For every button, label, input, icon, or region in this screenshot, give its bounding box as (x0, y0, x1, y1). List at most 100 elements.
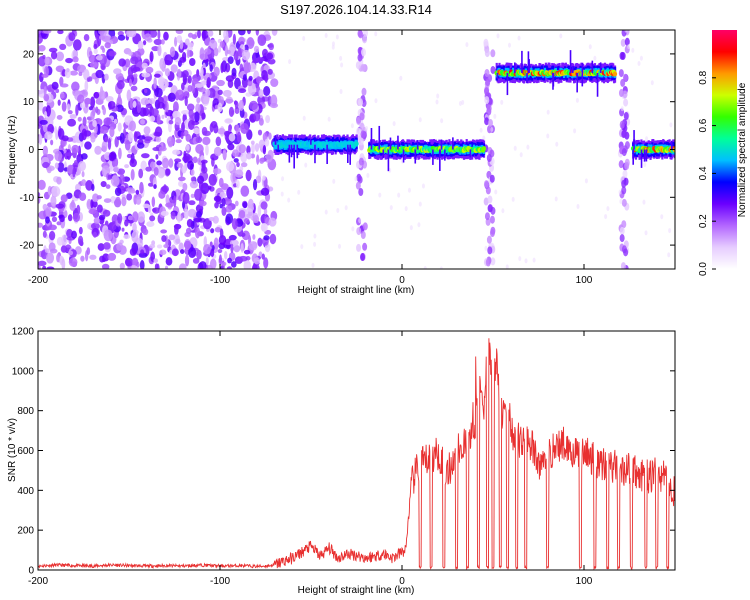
heat-cell (69, 70, 78, 76)
heat-cell (245, 169, 252, 182)
heat-cell (131, 231, 139, 243)
heat-cell (266, 52, 274, 60)
heat-cell (225, 118, 232, 123)
heat-cell (140, 97, 150, 106)
faint-cell (365, 125, 369, 131)
heat-cell (97, 243, 105, 251)
heat-cell (158, 190, 166, 199)
faint-cell (500, 99, 504, 105)
snr-y-axis: 0 200 400 600 800 1000 1200 (12, 327, 675, 577)
heat-cell (107, 100, 116, 110)
heat-cell (227, 143, 235, 151)
heat-cell (115, 196, 121, 205)
heat-cell (168, 234, 176, 241)
colorbar-gradient (712, 30, 737, 269)
heat-cell (241, 77, 249, 88)
faint-cell (313, 233, 317, 239)
heat-cell (61, 101, 67, 112)
heat-cell (189, 57, 196, 67)
heat-cell (172, 149, 181, 155)
heat-cell (175, 238, 181, 244)
heat-cell (194, 111, 200, 123)
heat-cell (103, 242, 111, 250)
heat-cell (221, 197, 226, 207)
heat-cell (129, 158, 137, 168)
faint-cell (409, 225, 413, 231)
streak-cell (624, 161, 630, 170)
heat-cell (182, 192, 190, 204)
heat-cell (54, 126, 58, 134)
ridge-spike (645, 149, 648, 162)
heat-cell (226, 186, 234, 199)
faint-cell (519, 152, 523, 158)
heat-cell (105, 96, 114, 102)
heat-cell (234, 169, 244, 178)
heat-cell (108, 151, 115, 162)
heat-cell (93, 217, 101, 224)
heat-cell (231, 67, 237, 77)
streak-cell (363, 30, 369, 38)
heat-cell (239, 63, 244, 72)
ridge-spike (670, 140, 673, 150)
heat-cell (45, 216, 50, 224)
streak-cell (357, 53, 363, 62)
heat-cell (86, 247, 91, 256)
heat-cell (56, 221, 62, 226)
heat-cell (186, 218, 194, 228)
faint-cell (642, 199, 646, 205)
faint-cell (302, 115, 306, 121)
heat-cell (145, 66, 154, 74)
heat-cell (233, 244, 241, 253)
ridge-spike (576, 73, 578, 93)
streak-cell (484, 49, 490, 58)
faint-cell (304, 162, 308, 168)
heat-cell (68, 257, 78, 267)
heat-cell (38, 222, 43, 228)
heat-cell (48, 47, 58, 53)
heat-cell (193, 127, 200, 135)
ridge-spike (552, 73, 555, 87)
streak-cell (356, 227, 362, 236)
faint-cell (639, 55, 643, 61)
heat-cell (138, 168, 144, 179)
heat-cell (201, 126, 208, 136)
heat-cell (257, 237, 263, 247)
heat-cell (59, 43, 67, 51)
y-tick-label: 600 (17, 446, 34, 457)
heat-cell (219, 191, 226, 200)
heat-cell (170, 64, 178, 73)
heat-cell (137, 211, 146, 223)
heat-cell (99, 125, 109, 134)
heat-cell (218, 45, 222, 53)
faint-cell (340, 62, 344, 68)
ridge-spike (414, 149, 417, 164)
heat-cell (133, 73, 138, 78)
faint-cell (604, 214, 608, 220)
heat-cell (226, 266, 233, 269)
heat-cell (237, 88, 247, 94)
faint-cell (631, 47, 635, 53)
faint-cell (281, 176, 285, 182)
heat-cell (42, 230, 47, 238)
heat-cell (164, 54, 174, 66)
heat-cell (175, 30, 184, 35)
heat-cell (167, 92, 176, 102)
colorbar-tick-label: 0.8 (698, 70, 709, 84)
heat-cell (153, 167, 159, 176)
faint-cell (501, 208, 505, 214)
heat-cell (221, 206, 227, 217)
faint-cell (546, 109, 550, 115)
faint-cell (584, 178, 588, 184)
heat-cell (119, 173, 125, 185)
heat-cell (90, 96, 96, 109)
faint-cell (532, 257, 536, 263)
heat-cell (149, 215, 156, 222)
x-tick-label: 100 (576, 275, 593, 286)
heat-cell (156, 263, 160, 269)
streak-cell (355, 181, 361, 190)
streak-cell (489, 215, 495, 224)
heat-cell (253, 257, 260, 265)
heat-cell (163, 243, 169, 249)
heat-cell (190, 169, 195, 176)
